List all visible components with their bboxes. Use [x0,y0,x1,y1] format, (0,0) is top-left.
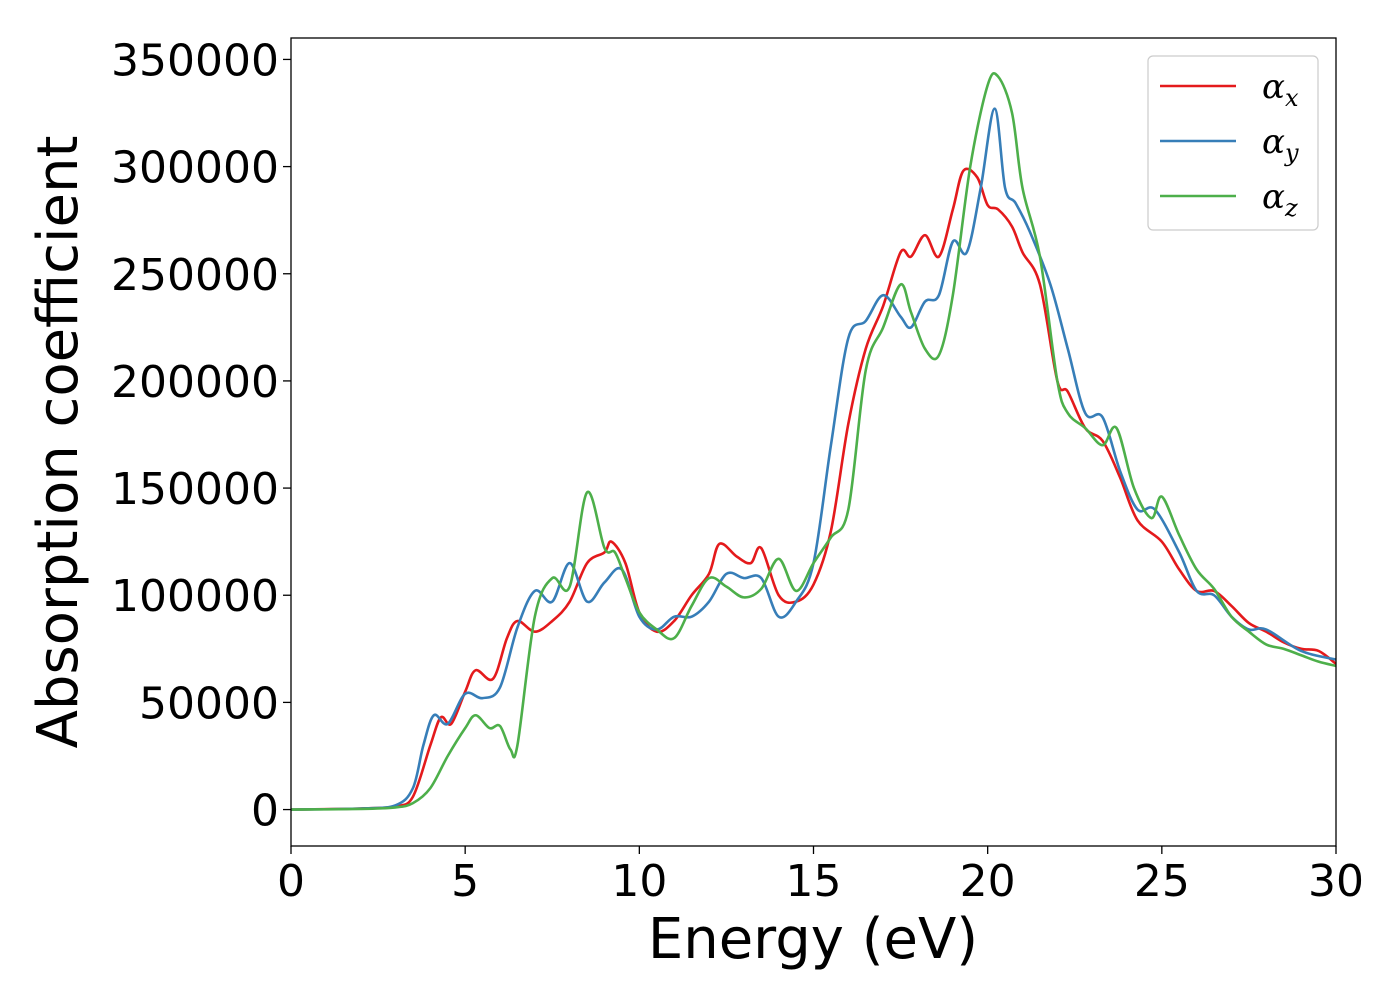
x-tick-label: 5 [451,856,479,907]
legend-label-z: αz [1262,177,1298,222]
y-tick-label: 50000 [139,678,279,729]
series-line-z [291,72,1336,811]
y-axis-ticks: 0 50000 100000 150000 200000 250000 300000 3500… [111,35,291,837]
plot-lines [291,72,1336,811]
legend-subscript: x [1285,84,1299,112]
y-tick-label: 100000 [111,571,279,622]
legend-subscript: y [1284,139,1299,167]
x-axis-title: Energy (eV) [648,907,978,972]
y-tick-label: 350000 [111,35,279,86]
legend-symbol: α [1262,122,1285,162]
x-tick-label: 15 [786,856,842,907]
y-tick-label: 0 [251,786,279,837]
legend-label-x: αx [1262,67,1299,112]
y-tick-label: 200000 [111,357,279,408]
x-tick-label: 0 [277,856,305,907]
x-tick-label: 20 [960,856,1016,907]
legend-label-y: αy [1262,122,1299,167]
series-line-y [291,107,1336,811]
legend-subscript: z [1284,194,1298,222]
x-tick-label: 30 [1308,856,1364,907]
y-tick-label: 300000 [111,143,279,194]
y-tick-label: 250000 [111,250,279,301]
legend-symbol: α [1262,177,1285,217]
legend-symbol: α [1262,67,1285,107]
y-axis-title: Absorption coefficient [26,136,91,749]
legend-box [1147,55,1319,231]
y-tick-label: 150000 [111,464,279,515]
series-line-x [291,167,1336,811]
x-tick-label: 25 [1134,856,1190,907]
x-axis-ticks: 0 5 10 15 20 25 30 [277,846,1364,907]
x-tick-label: 10 [611,856,667,907]
